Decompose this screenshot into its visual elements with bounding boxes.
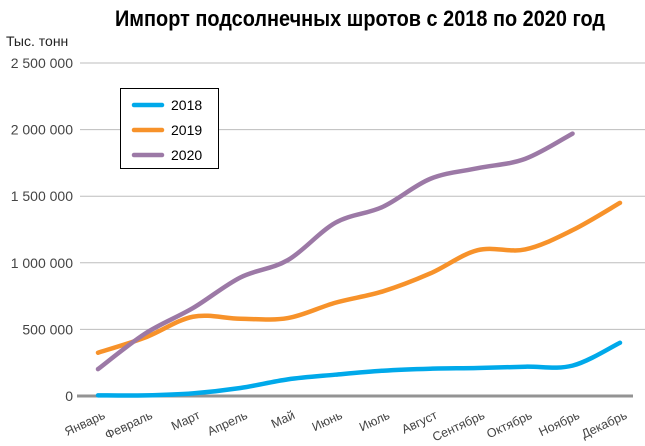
chart-title: Импорт подсолнечных шротов с 2018 по 202…	[115, 6, 605, 31]
y-tick-label: 2 500 000	[11, 55, 73, 71]
legend-box	[120, 88, 219, 169]
y-tick-label: 2 000 000	[11, 122, 73, 138]
y-tick-label: 1 000 000	[11, 255, 73, 271]
x-tick-label: Ноябрь	[537, 408, 582, 439]
legend-label: 2020	[171, 147, 202, 163]
x-tick-label: Июль	[357, 408, 392, 434]
x-tick-label: Май	[269, 408, 297, 431]
y-tick-label: 1 500 000	[11, 188, 73, 204]
x-tick-label: Февраль	[103, 408, 155, 442]
legend: 2018 2019 2020	[120, 88, 219, 169]
x-tick-label: Декабрь	[579, 408, 629, 441]
x-tick-label: Сентябрь	[430, 408, 487, 444]
x-tick-label: Январь	[63, 408, 108, 439]
series-line-2019	[95, 200, 623, 355]
x-tick-label: Апрель	[205, 408, 249, 439]
y-tick-label: 0	[65, 388, 73, 404]
x-tick-label: Июнь	[310, 408, 345, 434]
y-axis-unit-label: Тыс. тонн	[6, 33, 68, 49]
legend-label: 2018	[171, 97, 202, 113]
y-tick-label: 500 000	[22, 321, 73, 337]
x-tick-label: Март	[169, 408, 202, 433]
series-line-2018	[95, 340, 623, 398]
legend-label: 2019	[171, 122, 202, 138]
x-tick-label: Октябрь	[485, 408, 535, 441]
